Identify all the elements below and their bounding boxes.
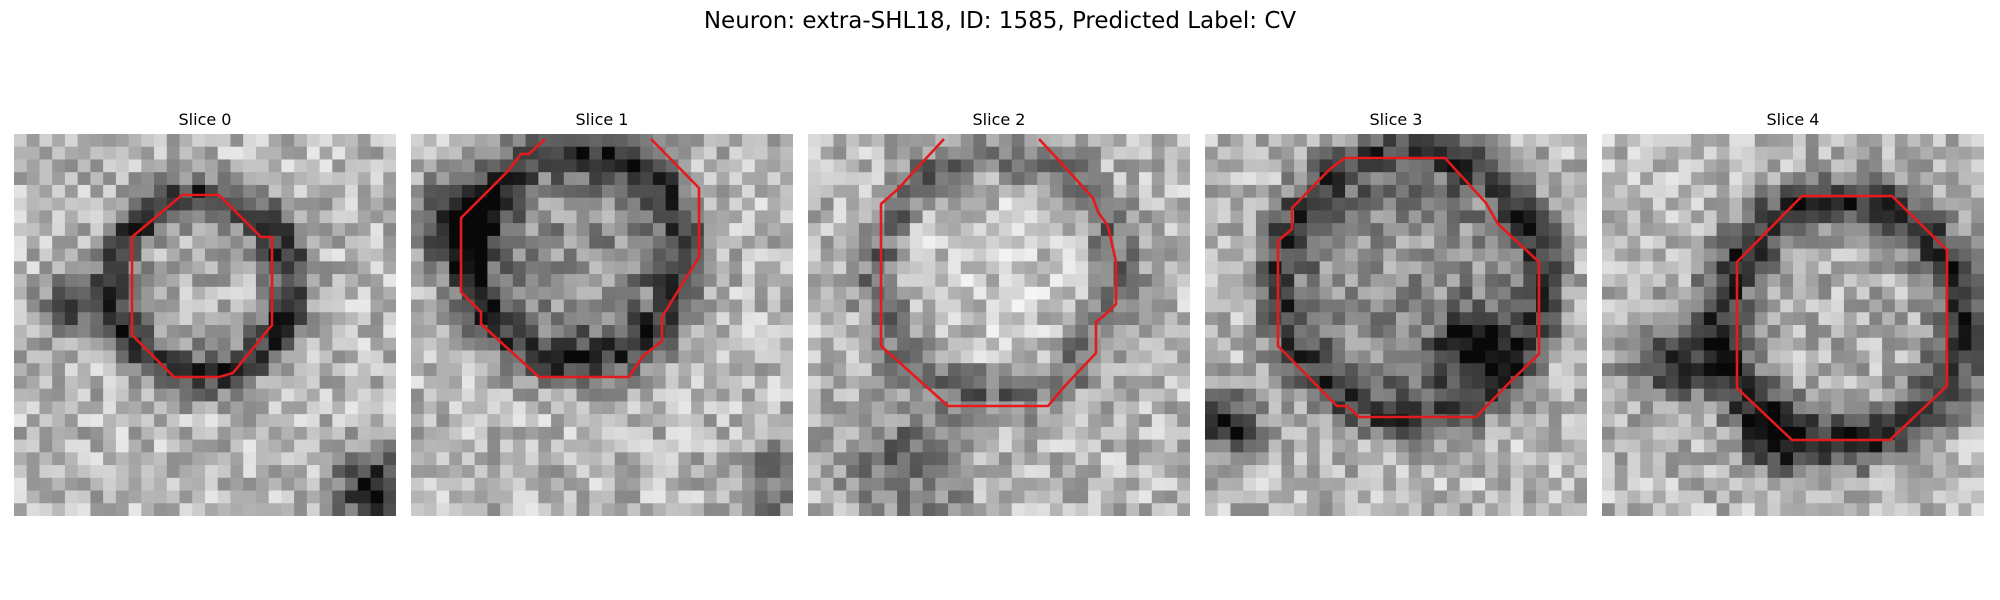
figure-title: Neuron: extra-SHL18, ID: 1585, Predicted… (703, 8, 1297, 34)
pixel-grid (1205, 134, 1587, 516)
slice-panel-2: Slice 2 (808, 110, 1190, 516)
slice-image-2 (808, 134, 1190, 516)
slice-image-0 (14, 134, 396, 516)
slice-panel-4: Slice 4 (1602, 110, 1984, 516)
slice-title: Slice 2 (972, 110, 1026, 129)
slice-image-4 (1602, 134, 1984, 516)
slice-title: Slice 4 (1766, 110, 1820, 129)
slice-title: Slice 0 (178, 110, 232, 129)
pixel-grid (1602, 134, 1984, 516)
slice-image-1 (411, 134, 793, 516)
pixel-grid (14, 134, 396, 516)
pixel-grid (411, 134, 793, 516)
slice-panel-3: Slice 3 (1205, 110, 1587, 516)
slice-image-3 (1205, 134, 1587, 516)
contour-outline (1276, 156, 1541, 419)
contour-outline (879, 138, 1118, 408)
slice-panel-0: Slice 0 (14, 110, 396, 516)
slice-title: Slice 3 (1369, 110, 1423, 129)
contour-outline (1735, 194, 1949, 442)
contour-outline (459, 138, 701, 379)
slice-panel-1: Slice 1 (411, 110, 793, 516)
contour-outline (130, 193, 274, 379)
slice-title: Slice 1 (575, 110, 629, 129)
pixel-grid (808, 134, 1190, 516)
